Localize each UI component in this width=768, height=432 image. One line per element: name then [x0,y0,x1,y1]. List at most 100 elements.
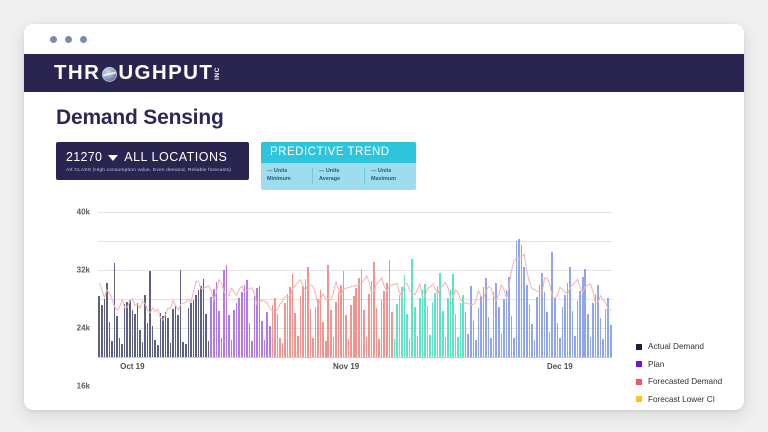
chart-bar[interactable] [538,285,541,357]
chart-bar[interactable] [340,284,342,357]
chart-bar[interactable] [571,310,574,357]
chart-bar[interactable] [307,267,309,357]
chart-bar[interactable] [505,289,508,357]
chart-bar[interactable] [279,337,281,357]
chart-bar[interactable] [187,308,190,357]
chart-bar[interactable] [424,283,426,357]
window-dot-close[interactable] [50,35,57,43]
chart-bar[interactable] [103,299,106,357]
chart-bar[interactable] [391,312,393,357]
chart-bar[interactable] [378,338,380,357]
chart-bar[interactable] [258,285,261,357]
chart-bar[interactable] [335,301,337,357]
chart-bar[interactable] [174,306,177,357]
chart-bar[interactable] [263,339,266,357]
chart-bar[interactable] [218,310,220,357]
chart-bar[interactable] [373,261,375,357]
chart-bar[interactable] [467,334,469,357]
chart-bar[interactable] [482,287,485,357]
chart-bar[interactable] [302,286,304,357]
chart-bar[interactable] [118,337,121,357]
chart-bar[interactable] [434,292,436,357]
chart-bar[interactable] [159,312,162,357]
chart-bar[interactable] [518,239,520,357]
legend-item[interactable]: Plan [636,360,722,369]
chart-bar[interactable] [123,304,126,357]
chart-bar[interactable] [190,302,192,357]
chart-bar[interactable] [235,303,238,357]
chart-bar[interactable] [215,281,218,357]
chart-bar[interactable] [604,308,607,357]
chart-bar[interactable] [230,339,233,357]
chart-bar[interactable] [314,306,317,357]
chart-bar[interactable] [332,337,335,357]
chart-bar[interactable] [129,300,131,357]
chart-bar[interactable] [515,241,518,357]
chart-bar[interactable] [312,338,314,357]
chart-bar[interactable] [487,317,490,357]
chart-bar[interactable] [500,333,503,357]
chart-bar[interactable] [408,337,411,357]
chart-bar[interactable] [548,331,551,357]
chart-bar[interactable] [459,303,462,357]
chart-bar[interactable] [490,338,492,357]
chart-bar[interactable] [472,321,475,357]
chart-bar[interactable] [268,325,271,357]
chart-bar[interactable] [266,312,268,357]
chart-bar[interactable] [243,284,246,357]
chart-bar[interactable] [584,268,587,357]
chart-bar[interactable] [337,292,340,357]
chart-bar[interactable] [414,307,416,357]
chart-bar[interactable] [253,296,256,357]
chart-bar[interactable] [520,244,523,357]
chart-bar[interactable] [289,287,291,357]
chart-bar[interactable] [388,259,391,357]
chart-bar[interactable] [579,291,581,357]
chart-bar[interactable] [345,314,347,357]
chart-bar[interactable] [309,308,312,357]
chart-bar[interactable] [350,305,352,357]
chart-bar[interactable] [431,301,434,357]
chart-bar[interactable] [480,295,482,357]
chart-bar[interactable] [200,285,202,357]
chart-bar[interactable] [202,279,205,357]
chart-bar[interactable] [503,299,505,357]
chart-bar[interactable] [462,294,464,357]
chart-bar[interactable] [131,309,134,357]
chart-bar[interactable] [464,312,467,357]
chart-bar[interactable] [609,325,612,357]
chart-bar[interactable] [291,274,294,357]
chart-bar[interactable] [139,330,141,357]
chart-bar[interactable] [497,307,500,357]
chart-bar[interactable] [347,339,350,357]
chart-bar[interactable] [587,314,589,357]
chart-bar[interactable] [210,297,212,357]
chart-bar[interactable] [151,326,154,357]
chart-bar[interactable] [444,337,447,357]
chart-bar[interactable] [330,310,332,357]
chart-bar[interactable] [286,293,289,357]
chart-bar[interactable] [317,299,319,357]
throughput-logo[interactable]: THR UGHPUT INC [54,62,222,84]
chart-bar[interactable] [225,264,228,357]
chart-bar[interactable] [607,298,609,357]
chart-bar[interactable] [536,297,538,357]
chart-bar[interactable] [597,284,599,357]
chart-bar[interactable] [192,300,195,357]
chart-bar[interactable] [525,284,528,357]
chart-bar[interactable] [363,309,365,357]
chart-bar[interactable] [576,301,579,357]
chart-bar[interactable] [212,289,215,357]
chart-bar[interactable] [365,337,368,357]
chart-bar[interactable] [116,316,118,357]
chart-bar[interactable] [426,306,429,357]
chart-bar[interactable] [144,294,146,357]
chart-bar[interactable] [284,302,286,357]
chart-bar[interactable] [324,341,327,357]
chart-bar[interactable] [141,341,144,357]
chart-bar[interactable] [469,285,472,357]
chart-bar[interactable] [246,280,248,357]
chart-bar[interactable] [602,338,604,357]
chart-bar[interactable] [121,343,123,357]
chart-bar[interactable] [248,322,251,357]
